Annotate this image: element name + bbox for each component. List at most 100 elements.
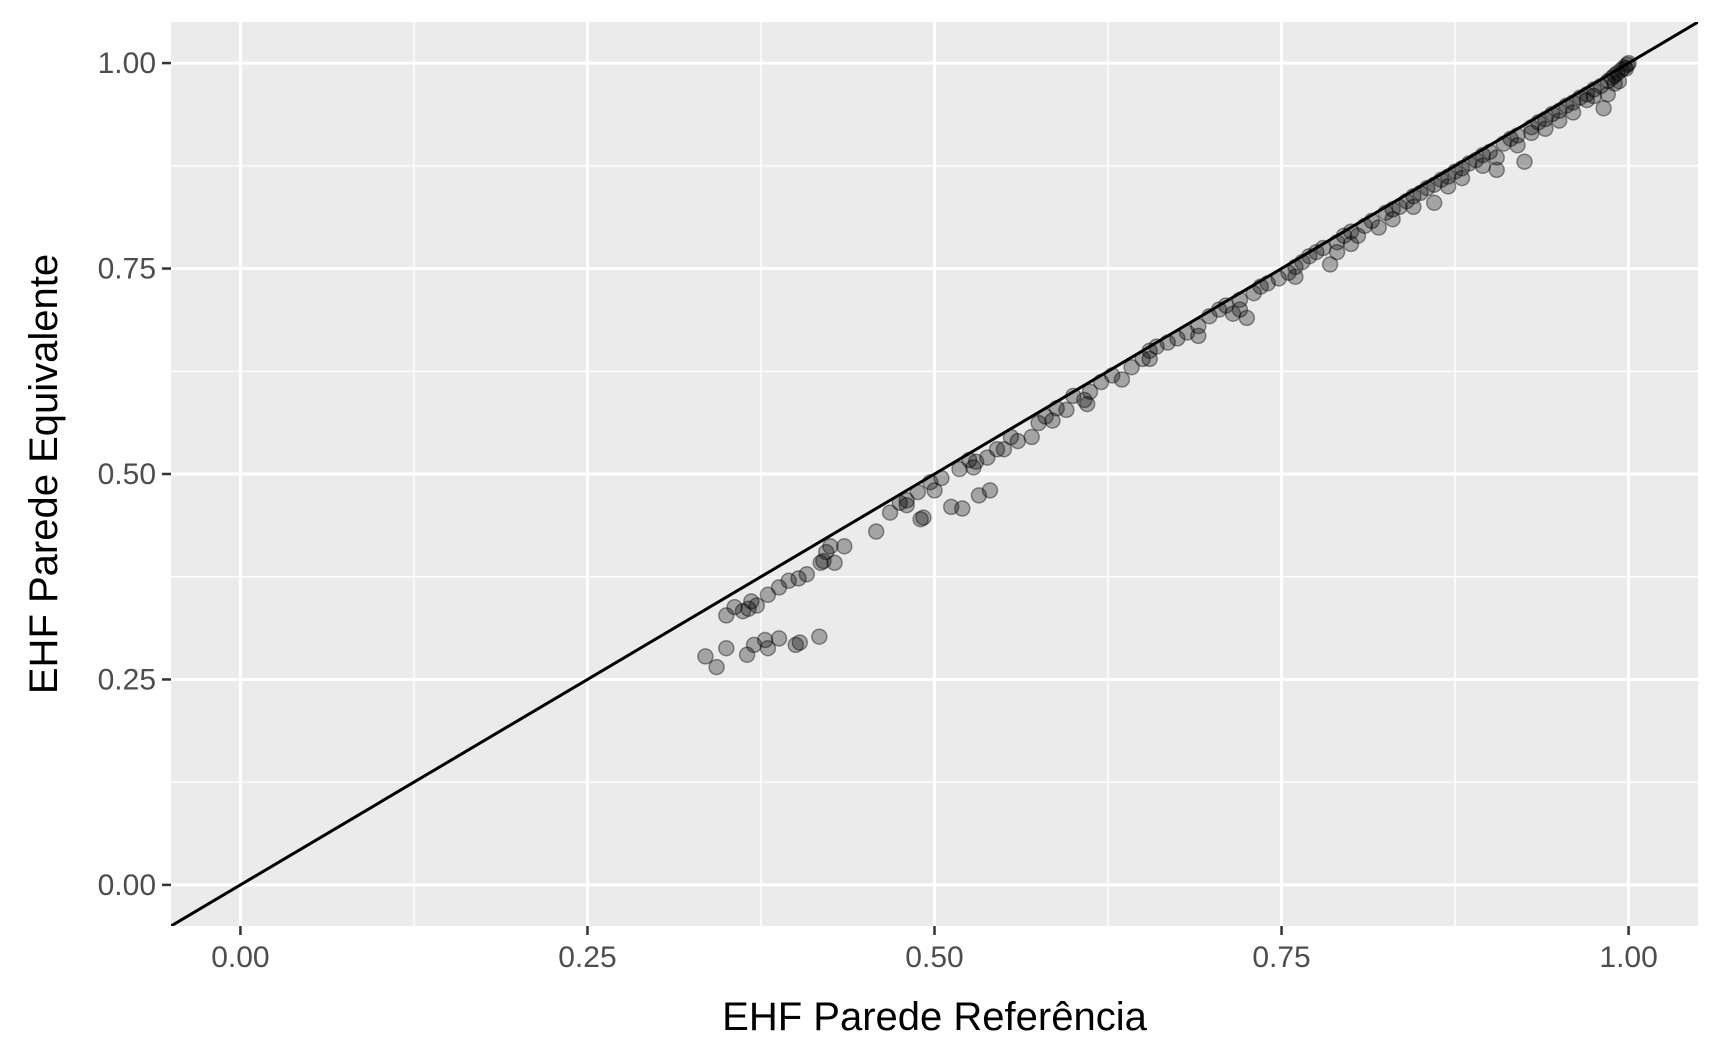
data-point bbox=[951, 460, 968, 478]
reference-line bbox=[171, 22, 1698, 926]
data-point bbox=[1599, 86, 1617, 103]
data-point bbox=[1606, 75, 1623, 92]
data-point bbox=[1058, 401, 1075, 419]
y-axis-title: EHF Parede Equivalente bbox=[22, 254, 66, 694]
data-point bbox=[740, 600, 757, 618]
data-point bbox=[726, 598, 743, 616]
data-point bbox=[812, 554, 829, 572]
data-point bbox=[1516, 153, 1533, 170]
data-point bbox=[1030, 414, 1047, 432]
data-point bbox=[748, 597, 766, 614]
data-point bbox=[826, 554, 843, 572]
data-point bbox=[1453, 169, 1471, 187]
x-tick-label: 1.00 bbox=[1599, 941, 1657, 974]
data-point bbox=[1321, 256, 1339, 273]
data-point bbox=[1349, 227, 1367, 244]
data-point bbox=[1081, 383, 1099, 401]
data-point bbox=[1474, 157, 1492, 175]
data-point bbox=[1224, 305, 1242, 322]
data-point bbox=[1078, 395, 1096, 413]
data-point bbox=[1009, 432, 1027, 450]
data-point bbox=[1384, 210, 1401, 228]
data-point bbox=[1509, 137, 1526, 154]
data-point bbox=[1595, 100, 1612, 117]
data-point bbox=[1439, 178, 1457, 195]
data-point bbox=[817, 543, 835, 561]
data-point bbox=[954, 500, 971, 517]
data-point bbox=[815, 552, 832, 570]
data-point bbox=[822, 538, 839, 555]
data-point bbox=[1564, 104, 1582, 121]
data-point bbox=[1238, 309, 1256, 327]
data-point bbox=[881, 504, 899, 521]
y-tick-label: 0.25 bbox=[98, 663, 156, 696]
data-point bbox=[787, 636, 804, 654]
data-point bbox=[926, 482, 943, 499]
data-point bbox=[770, 579, 788, 596]
data-point bbox=[745, 636, 763, 654]
data-point bbox=[759, 586, 777, 604]
data-point bbox=[1287, 268, 1304, 286]
data-point bbox=[743, 593, 760, 610]
data-point bbox=[979, 449, 996, 466]
data-point bbox=[738, 646, 756, 664]
x-tick-label: 0.75 bbox=[1252, 941, 1310, 974]
data-point bbox=[1488, 161, 1505, 179]
data-point bbox=[759, 639, 777, 657]
data-point bbox=[790, 570, 807, 587]
x-tick-label: 0.25 bbox=[558, 941, 616, 974]
data-point bbox=[1370, 219, 1387, 236]
data-point bbox=[898, 496, 915, 514]
data-point bbox=[1610, 72, 1628, 90]
data-point bbox=[1425, 194, 1443, 212]
axes: 0.00 0.25 0.50 0.75 1.00 0.00 0.25 0.50 0.75 1.00 bbox=[98, 47, 1658, 974]
data-point bbox=[734, 602, 752, 620]
data-point bbox=[967, 453, 985, 470]
data-point bbox=[915, 509, 932, 526]
data-point bbox=[970, 487, 988, 504]
x-tick-label: 0.50 bbox=[905, 941, 963, 974]
data-point bbox=[718, 607, 735, 624]
x-axis-title: EHF Parede Referência bbox=[722, 995, 1147, 1039]
data-point bbox=[798, 566, 816, 583]
y-tick-label: 1.00 bbox=[98, 47, 156, 80]
data-point bbox=[981, 482, 999, 499]
data-point bbox=[836, 538, 853, 555]
data-point bbox=[1076, 391, 1093, 409]
y-tick-label: 0.50 bbox=[98, 458, 156, 491]
data-point bbox=[1405, 198, 1422, 216]
data-point bbox=[1113, 371, 1131, 388]
data-point bbox=[912, 510, 929, 528]
data-point bbox=[697, 648, 714, 665]
data-point bbox=[867, 523, 885, 540]
data-point bbox=[756, 631, 774, 649]
x-tick-label: 0.00 bbox=[211, 941, 269, 974]
data-point bbox=[1328, 243, 1346, 261]
data-point bbox=[811, 628, 828, 645]
data-point bbox=[1488, 149, 1505, 166]
data-points bbox=[697, 54, 1637, 676]
data-point bbox=[1578, 91, 1596, 109]
data-point bbox=[898, 492, 915, 509]
data-point bbox=[1123, 358, 1140, 376]
data-point bbox=[1023, 428, 1040, 446]
data-point bbox=[1190, 327, 1207, 345]
y-tick-label: 0.00 bbox=[98, 869, 156, 902]
data-point bbox=[791, 634, 809, 651]
data-point bbox=[718, 639, 735, 657]
data-point bbox=[988, 441, 1006, 458]
data-point bbox=[995, 441, 1013, 458]
reference-line-group bbox=[171, 22, 1698, 926]
data-point bbox=[1523, 124, 1540, 142]
data-point bbox=[780, 572, 797, 590]
data-point bbox=[708, 658, 725, 676]
data-point bbox=[965, 459, 982, 476]
data-point bbox=[1141, 350, 1158, 368]
data-point bbox=[1537, 120, 1554, 138]
data-point bbox=[1342, 235, 1360, 253]
data-point bbox=[1231, 301, 1249, 318]
data-point bbox=[1044, 412, 1061, 429]
data-point bbox=[942, 498, 960, 516]
